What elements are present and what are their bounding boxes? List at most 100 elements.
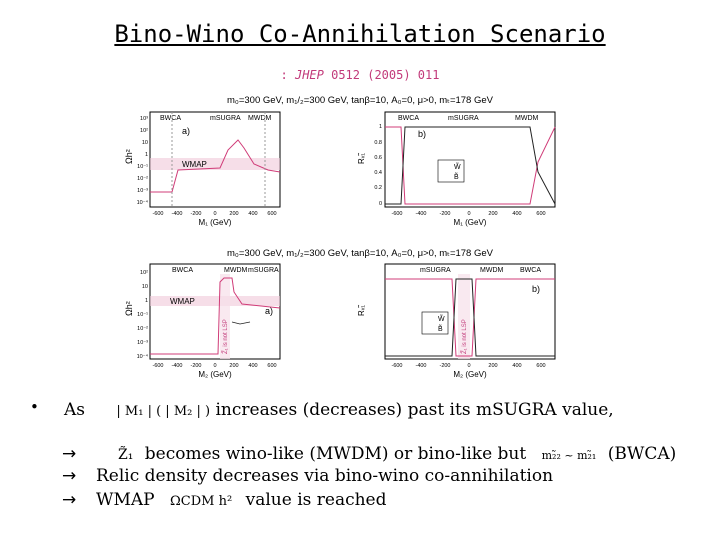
panel-bottom-b: mSUGRA MWDM BWCA b) Z̃₁ is not LSP W̃ B̃…	[357, 263, 556, 379]
line2-math2: m₂̃₂ ~ m₂̃₁	[541, 449, 597, 462]
line2-suffix: (BWCA)	[607, 444, 677, 464]
reference: : JHEP 0512 (2005) 011	[0, 68, 720, 82]
as-suffix: increases (decreases) past its mSUGRA va…	[215, 400, 614, 420]
x-tick: -600	[391, 363, 402, 369]
line4-prefix: WMAP	[96, 490, 155, 510]
legend-b: B̃	[438, 325, 443, 333]
not-lsp-label: Z̃₁ is not LSP	[461, 319, 468, 354]
right-arrow-icon: →	[62, 490, 77, 510]
y-tick: 0	[379, 201, 382, 207]
x-tick: 0	[467, 211, 470, 217]
right-arrow-icon: →	[62, 444, 77, 464]
panel-top-a: BWCA mSUGRA MWDM a) WMAP Ωh² 10³ 10² 10 …	[124, 111, 281, 227]
x-ticks: -600 -400 -200 0 200 400 600	[152, 363, 276, 369]
y-ticks: 1 0.8 0.6 0.4 0.2 0	[374, 124, 382, 207]
legend-w: W̃	[454, 163, 461, 171]
x-tick: -200	[190, 211, 201, 217]
ref-citation: 0512 (2005) 011	[323, 68, 440, 82]
x-tick: 600	[267, 363, 276, 369]
y-tick: 10²	[140, 128, 148, 134]
region-label: BWCA	[520, 267, 541, 274]
x-tick: 0	[213, 211, 216, 217]
y-tick: 1	[379, 124, 382, 130]
panel-label: b)	[532, 284, 540, 294]
x-tick: -400	[415, 363, 426, 369]
region-label: MWDM	[515, 115, 538, 122]
x-tick: 600	[267, 211, 276, 217]
x-tick: 400	[248, 211, 257, 217]
x-axis-label: M₁ (GeV)	[454, 218, 487, 227]
x-axis-label: M₁ (GeV)	[199, 218, 232, 227]
ref-journal: JHEP	[294, 68, 324, 82]
x-tick: 200	[488, 363, 497, 369]
line-as: As | M₁ | ( | M₂ | ) increases (decrease…	[64, 400, 614, 420]
x-tick: -400	[415, 211, 426, 217]
y-tick: 10²	[140, 270, 148, 276]
line2-text: becomes wino-like (MWDM) or bino-like bu…	[144, 444, 527, 464]
x-tick: 0	[467, 363, 470, 369]
x-tick: -600	[152, 363, 163, 369]
y-tick: 10⁻²	[137, 176, 148, 182]
x-ticks: -600 -400 -200 0 200 400 600	[391, 363, 545, 369]
x-tick: -400	[171, 211, 182, 217]
x-tick: -600	[152, 211, 163, 217]
figure: m₀=300 GeV, m₁/₂=300 GeV, tanβ=10, A₀=0,…	[124, 95, 556, 379]
x-tick: 600	[536, 211, 545, 217]
x-tick: -200	[439, 211, 450, 217]
region-label: BWCA	[160, 115, 181, 122]
line2-math: Z̃₁	[118, 447, 134, 463]
ref-prefix: :	[280, 68, 295, 82]
y-tick: 10⁻¹	[137, 164, 148, 170]
x-tick: 0	[213, 363, 216, 369]
not-lsp-label: Z̃₁ is not LSP	[222, 319, 229, 354]
y-ticks: 10³ 10² 10 1 10⁻¹ 10⁻² 10⁻³ 10⁻⁴	[137, 116, 149, 206]
x-tick: 200	[488, 211, 497, 217]
slide-title: Bino-Wino Co-Annihilation Scenario	[114, 20, 606, 48]
y-axis-label: Rᵥ̃₁	[357, 305, 366, 316]
panel-top-b: BWCA mSUGRA MWDM b) W̃ B̃ Rᵥ̃₁ 1 0.8 0.6…	[357, 111, 556, 227]
x-axis-label: M₂ (GeV)	[198, 370, 232, 379]
wmap-label: WMAP	[170, 297, 195, 306]
x-tick: -400	[171, 363, 182, 369]
panel-label: b)	[418, 129, 426, 139]
panel-label: a)	[182, 126, 190, 136]
y-tick: 0.8	[374, 140, 382, 146]
y-tick: 0.6	[374, 155, 382, 161]
y-tick: 10	[142, 140, 148, 146]
y-tick: 10⁻¹	[137, 312, 148, 318]
y-tick: 10³	[140, 116, 148, 122]
line4-suffix: value is reached	[245, 490, 387, 510]
y-tick: 10⁻³	[137, 340, 148, 346]
region-label: mSUGRA	[448, 115, 479, 122]
x-tick: 400	[512, 211, 521, 217]
y-tick: 10⁻³	[137, 188, 148, 194]
x-tick: 200	[229, 211, 238, 217]
y-axis-label: Rᵥ̃₁	[357, 153, 366, 164]
y-tick: 10⁻²	[137, 326, 148, 332]
y-axis-label: Ωh²	[124, 149, 134, 164]
y-tick: 0.2	[374, 185, 382, 191]
x-tick: -200	[190, 363, 201, 369]
region-label: BWCA	[398, 115, 419, 122]
x-axis-label: M₂ (GeV)	[453, 370, 487, 379]
x-tick: -200	[439, 363, 450, 369]
y-tick: 10⁻⁴	[137, 199, 149, 206]
as-math: | M₁ | ( | M₂ | )	[116, 404, 211, 419]
region-label: MWDM	[248, 115, 271, 122]
region-label: MWDM	[480, 267, 503, 274]
line4-math: ΩCDM h²	[170, 494, 233, 509]
line-3: Relic density decreases via bino-wino co…	[96, 466, 554, 486]
y-tick: 0.4	[374, 170, 382, 176]
x-ticks: -600 -400 -200 0 200 400 600	[152, 211, 276, 217]
panel-label: a)	[265, 306, 273, 316]
y-ticks: 10² 10 1 10⁻¹ 10⁻² 10⁻³ 10⁻⁴	[137, 270, 149, 360]
y-tick: 1	[145, 152, 148, 158]
legend-b: B̃	[454, 173, 459, 181]
panel-bottom-a: BWCA MWDM mSUGRA WMAP a) Z̃₁ is not LSP …	[124, 263, 281, 379]
region-label: mSUGRA	[248, 267, 279, 274]
right-arrow-icon: →	[62, 466, 77, 486]
x-tick: 400	[248, 363, 257, 369]
x-tick: 600	[536, 363, 545, 369]
region-label: mSUGRA	[210, 115, 241, 122]
line-4: WMAP ΩCDM h² value is reached	[96, 490, 387, 510]
